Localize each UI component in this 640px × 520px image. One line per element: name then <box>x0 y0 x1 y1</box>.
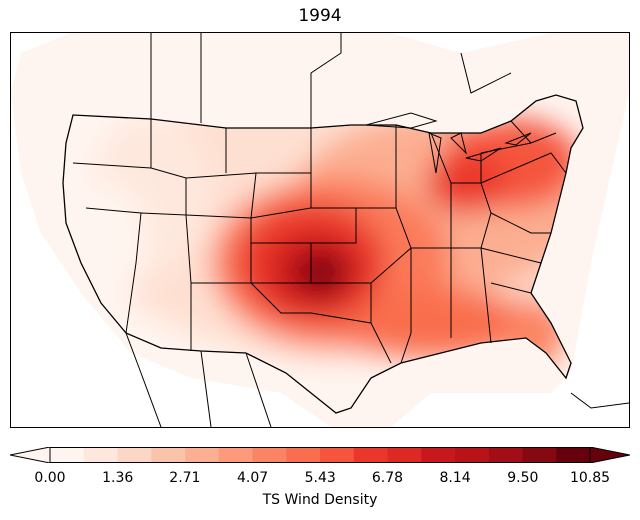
colorbar-tick-label: 5.43 <box>304 470 336 486</box>
colorbar-cell <box>218 447 253 463</box>
colorbar-tick-label: 9.50 <box>507 470 539 486</box>
colorbar-cell <box>522 447 557 463</box>
colorbar-cell <box>320 447 355 463</box>
colorbar-cell <box>387 447 422 463</box>
density-map <box>10 32 630 428</box>
colorbar-tick-label: 2.71 <box>169 470 201 486</box>
colorbar-tick-label: 1.36 <box>102 470 134 486</box>
colorbar-cell <box>556 447 591 463</box>
colorbar-cell <box>151 447 186 463</box>
colorbar-tick-label: 8.14 <box>439 470 471 486</box>
colorbar-tick-label: 4.07 <box>236 470 269 486</box>
colorbar-cell <box>421 447 456 463</box>
great-lakes <box>365 112 532 174</box>
colorbar-extend-max <box>589 447 630 463</box>
colorbar-cells <box>50 447 591 463</box>
colorbar-cell <box>353 447 388 463</box>
colorbar <box>10 447 630 463</box>
colorbar-label: TS Wind Density <box>262 492 378 508</box>
colorbar-cell <box>286 447 321 463</box>
canada-mexico-borders <box>125 33 629 427</box>
colorbar-cell <box>185 447 220 463</box>
colorbar-cell <box>83 447 118 463</box>
colorbar-tick-label: 10.85 <box>569 470 611 486</box>
map-title: 1994 <box>298 6 342 26</box>
colorbar-tick-label: 0.00 <box>34 470 66 486</box>
colorbar-tick-label: 6.78 <box>371 470 404 486</box>
colorbar-ticks: 0.00 1.36 2.71 4.07 5.43 6.78 8.14 9.50 10.85 <box>10 470 630 488</box>
colorbar-frame <box>49 447 591 463</box>
colorbar-cell <box>455 447 490 463</box>
colorbar-extend-min <box>10 447 51 463</box>
colorbar-cell <box>117 447 152 463</box>
colorbar-cell <box>488 447 523 463</box>
colorbar-cell <box>50 447 85 463</box>
colorbar-cell <box>252 447 287 463</box>
